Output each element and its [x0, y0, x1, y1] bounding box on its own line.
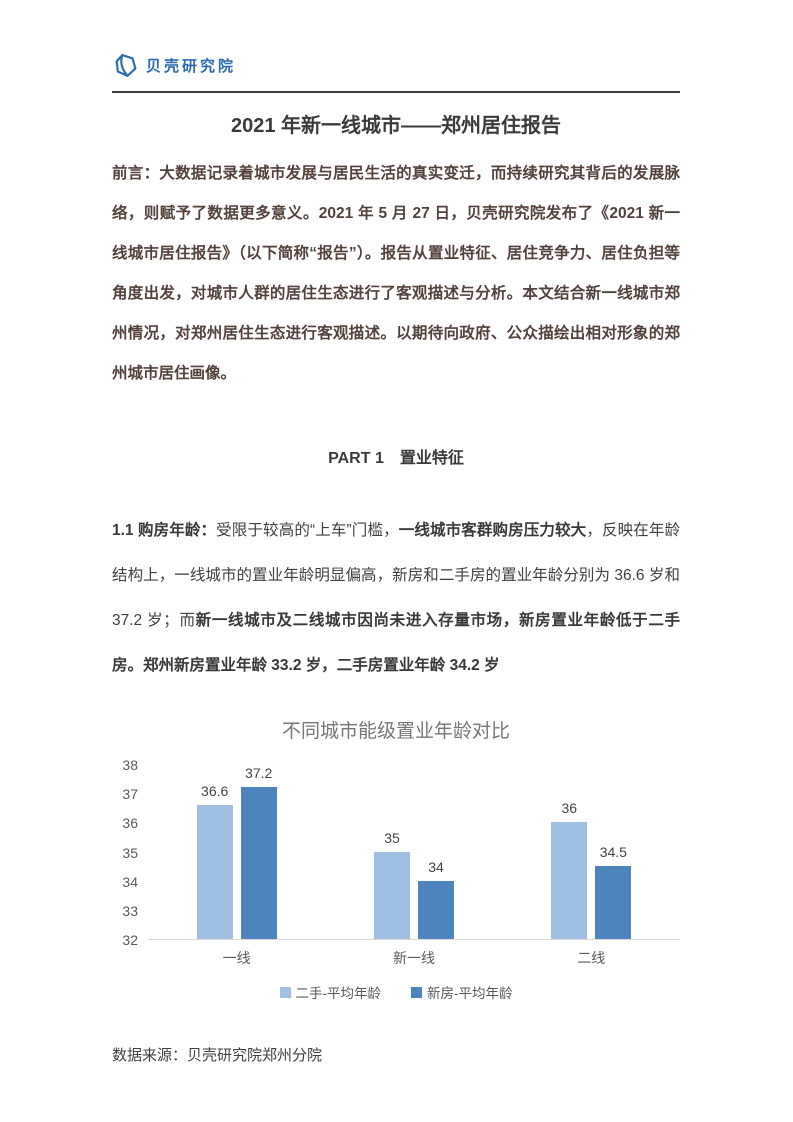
- x-category-label: 二线: [577, 950, 606, 966]
- bar: 36: [551, 800, 588, 939]
- bar-value-label: 37.2: [245, 765, 273, 782]
- preface-paragraph: 前言：大数据记录着城市发展与居民生活的真实变迁，而持续研究其背后的发展脉络，则赋…: [112, 165, 680, 382]
- legend-label: 新房-平均年龄: [427, 986, 513, 1001]
- part1-heading: PART 1 置业特征: [328, 450, 464, 467]
- y-tick-label: 34: [122, 873, 138, 890]
- section-1-1-run: 1.1 购房年龄：: [112, 522, 217, 539]
- logo-text: 贝壳研究院: [146, 58, 237, 75]
- y-tick-label: 38: [122, 757, 138, 773]
- legend-swatch: [411, 986, 422, 998]
- legend-swatch: [279, 986, 291, 998]
- beike-shell-logo-icon: [112, 52, 139, 79]
- chart-plot-area: 36.6 37.2 一线 35 34 新一线 36 34.5 二线: [148, 765, 680, 966]
- section-1-1-paragraph: 1.1 购房年龄：受限于较高的“上车”门槛，一线城市客群购房压力较大，反映在年龄…: [112, 508, 680, 688]
- age-comparison-chart: 不同城市能级置业年龄对比 38 37 36 35 34 33 32 36.6 37.2 一线 35…: [112, 716, 680, 1002]
- x-category-label: 一线: [222, 950, 251, 966]
- chart-title: 不同城市能级置业年龄对比: [281, 721, 510, 742]
- y-tick-label: 36: [122, 815, 138, 832]
- bar-group: 35 34 新一线: [373, 830, 454, 966]
- chart-y-axis: 38 37 36 35 34 33 32: [112, 758, 148, 947]
- bar-value-label: 36: [561, 800, 578, 817]
- y-tick-label: 33: [122, 902, 138, 919]
- page-title: 2021 年新一线城市——郑州居住报告: [230, 115, 562, 137]
- section-1-1-run: ，反映在年龄结构上，一线城市的置业年龄明显偏高，新房和二手房的置业年龄分别为 3…: [112, 522, 680, 629]
- section-1-1-run: 受限于较高的“上车”门槛，: [216, 522, 399, 539]
- bar: 35: [373, 830, 410, 939]
- bar-value-label: 34.5: [599, 844, 627, 861]
- page-header: 贝壳研究院: [112, 0, 680, 93]
- y-tick-label: 35: [122, 844, 138, 861]
- legend-item: 二手-平均年龄: [279, 982, 382, 1002]
- section-1-1-run: 新一线城市及二线城市因尚未进入存量市场，新房置业年龄低于二手房。郑州新房置业年龄…: [112, 612, 680, 674]
- data-source-note: 数据来源：贝壳研究院郑州分院: [112, 1047, 323, 1064]
- chart-legend: 二手-平均年龄 新房-平均年龄: [112, 982, 680, 1002]
- bar: 34: [417, 859, 454, 939]
- bar: 34.5: [595, 844, 632, 939]
- bar-group: 36.6 37.2 一线: [196, 765, 277, 966]
- legend-label: 二手-平均年龄: [295, 986, 382, 1001]
- section-1-1-run: 一线城市客群购房压力较大: [398, 522, 587, 539]
- bar-value-label: 34: [428, 858, 444, 875]
- x-category-label: 新一线: [392, 950, 435, 966]
- bar: 37.2: [240, 765, 277, 939]
- chart-body: 38 37 36 35 34 33 32 36.6 37.2 一线 35 34 新一线 36 34.5 二线: [112, 758, 680, 966]
- bar-value-label: 35: [384, 829, 400, 846]
- bar-group: 36 34.5 二线: [551, 800, 632, 966]
- bar-value-label: 36.6: [201, 782, 229, 799]
- legend-item: 新房-平均年龄: [411, 982, 513, 1002]
- y-tick-label: 37: [122, 786, 138, 803]
- y-tick-label: 32: [122, 932, 138, 948]
- bar: 36.6: [196, 783, 233, 939]
